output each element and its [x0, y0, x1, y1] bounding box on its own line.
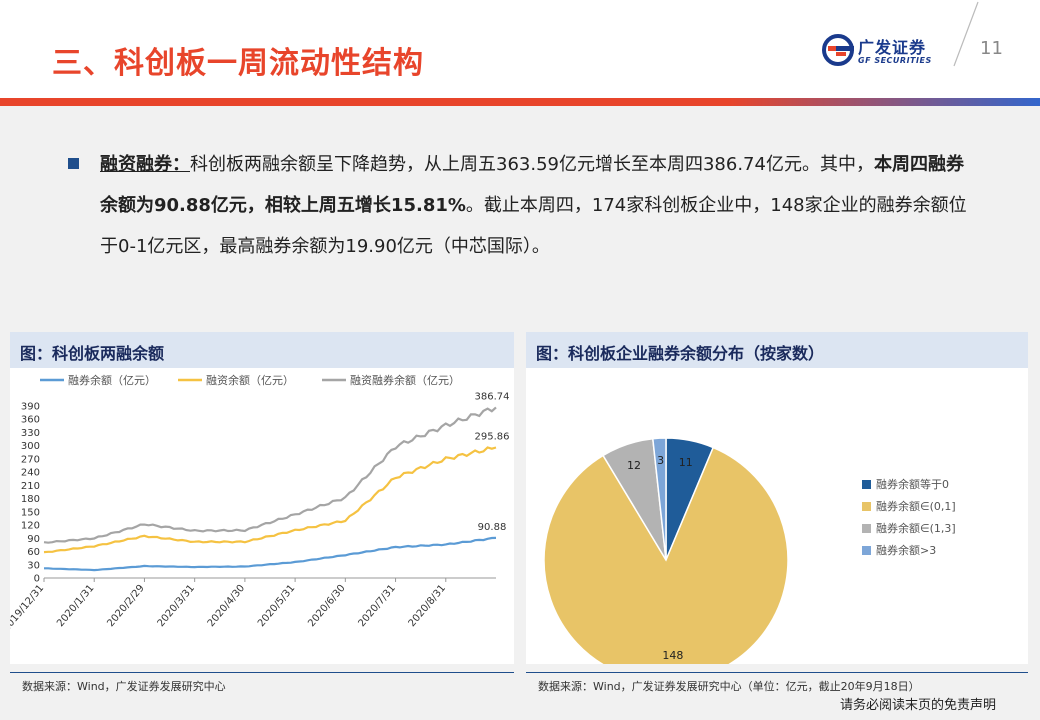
- series-line-1: [43, 446, 497, 554]
- left-panel-footer: 数据来源：Wind，广发证券发展研究中心: [10, 664, 514, 704]
- margin-balance-panel: 图：科创板两融余额 融券余额（亿元） 融资余额（亿元） 融资融券余额（亿元） 0 30…: [10, 332, 514, 704]
- footer-divider: [526, 672, 1028, 673]
- y-tick-label-7: 210: [21, 481, 40, 492]
- line-chart-end-labels: 386.74 295.86 90.88: [475, 391, 510, 532]
- logo-en-text: GF SECURITIES: [858, 56, 932, 65]
- summary-label: 融资融券：: [100, 154, 190, 175]
- gf-logo-icon: [822, 34, 854, 66]
- bullet-square-icon: [68, 158, 79, 169]
- series-line-0: [44, 536, 497, 572]
- page-number: 11: [980, 38, 1003, 59]
- page-separator: [953, 1, 979, 67]
- margin-chart-title: 图：科创板两融余额: [10, 332, 514, 368]
- x-tick-label-5: 2020/5/31: [256, 583, 297, 629]
- summary-paragraph: 融资融券：科创板两融余额呈下降趋势，从上周五363.59亿元增长至本周四386.…: [68, 144, 972, 267]
- summary-text-2: 。截止本周四，174家科创板企业中，148家企业的融券余额位于0-1亿元区，最高…: [100, 195, 967, 257]
- footer-divider: [10, 672, 514, 673]
- y-tick-label-10: 300: [21, 441, 40, 452]
- y-tick-label-13: 390: [21, 402, 40, 413]
- disclaimer-text: 请务必阅读末页的免责声明: [840, 698, 997, 713]
- pie-legend-swatch-2: [862, 524, 871, 533]
- y-tick-label-5: 150: [21, 507, 40, 518]
- x-tick-label-2: 2020/2/29: [105, 583, 146, 629]
- slide-header: 三、科创板一周流动性结构 广发证券 GF SECURITIES 11: [0, 0, 1040, 106]
- pie-value-label-3: 3: [657, 454, 664, 467]
- slide-title: 三、科创板一周流动性结构: [52, 46, 424, 81]
- right-source-text: 数据来源：Wind，广发证券发展研究中心（单位：亿元，截止20年9月18日）: [538, 680, 920, 693]
- pie-legend-label-3: 融券余额>3: [876, 543, 936, 557]
- summary-bold: 本周四融券余额为90.88亿元，相较上周五增长15.81%: [100, 154, 964, 216]
- pie-legend-label-2: 融券余额∈(1,3]: [876, 521, 956, 535]
- pie-value-label-1: 148: [662, 649, 683, 662]
- x-tick-label-4: 2020/4/30: [206, 583, 247, 629]
- pie-legend-label-1: 融券余额∈(0,1]: [876, 499, 956, 513]
- end-value-label-1: 295.86: [475, 432, 510, 443]
- left-source-text: 数据来源：Wind，广发证券发展研究中心: [22, 680, 226, 693]
- x-tick-label-0: 2019/12/31: [10, 583, 46, 634]
- short-distribution-panel: 图：科创板企业融券余额分布（按家数） 11 148 12 3 融券余额等于0 融券余额∈…: [526, 332, 1028, 704]
- pie-legend-swatch-0: [862, 480, 871, 489]
- x-tick-label-8: 2020/8/31: [407, 583, 448, 629]
- logo-cn-text: 广发证券: [858, 38, 927, 57]
- slide-content: 融资融券：科创板两融余额呈下降趋势，从上周五363.59亿元增长至本周四386.…: [0, 106, 1040, 720]
- pie-slice-3: [651, 437, 667, 561]
- y-tick-label-3: 90: [27, 534, 40, 545]
- end-value-label-0: 386.74: [475, 391, 510, 402]
- header-color-bar: [0, 98, 1040, 106]
- margin-balance-line-chart: 融券余额（亿元） 融资余额（亿元） 融资融券余额（亿元） 0 30 60 90 120 150…: [10, 373, 510, 634]
- x-tick-label-1: 2020/1/31: [55, 583, 96, 629]
- legend-label-1: 融资余额（亿元）: [206, 373, 294, 387]
- pie-legend-swatch-1: [862, 502, 871, 511]
- pie-value-label-2: 12: [627, 459, 641, 472]
- end-value-label-2: 90.88: [478, 522, 507, 533]
- pie-legend: 融券余额等于0 融券余额∈(0,1] 融券余额∈(1,3] 融券余额>3: [862, 477, 956, 557]
- series-line-2: [43, 406, 497, 544]
- y-tick-label-12: 360: [21, 415, 40, 426]
- pie-chart-title: 图：科创板企业融券余额分布（按家数）: [526, 332, 1028, 368]
- pie-legend-label-0: 融券余额等于0: [876, 477, 949, 491]
- y-tick-label-4: 120: [21, 521, 40, 532]
- company-logo: 广发证券 GF SECURITIES: [822, 32, 942, 72]
- line-chart-legend: 融券余额（亿元） 融资余额（亿元） 融资融券余额（亿元）: [40, 373, 460, 387]
- right-panel-footer: 数据来源：Wind，广发证券发展研究中心（单位：亿元，截止20年9月18日）: [526, 664, 1028, 704]
- legend-label-0: 融券余额（亿元）: [68, 373, 156, 387]
- y-tick-label-9: 270: [21, 454, 40, 465]
- y-tick-label-6: 180: [21, 494, 40, 505]
- summary-text: 融资融券：科创板两融余额呈下降趋势，从上周五363.59亿元增长至本周四386.…: [72, 144, 972, 267]
- legend-label-2: 融资融券余额（亿元）: [350, 373, 460, 387]
- pie-legend-swatch-3: [862, 546, 871, 555]
- x-tick-label-3: 2020/3/31: [156, 583, 197, 629]
- pie-value-labels: 11 148 12 3: [627, 454, 693, 662]
- y-tick-label-0: 0: [34, 574, 40, 585]
- pie-slice-1: [543, 446, 789, 664]
- line-chart-series: [43, 406, 497, 572]
- y-tick-label-8: 240: [21, 468, 40, 479]
- y-tick-label-11: 330: [21, 428, 40, 439]
- x-tick-label-7: 2020/7/31: [356, 583, 397, 629]
- pie-slices: [543, 437, 789, 664]
- x-tick-label-6: 2020/6/30: [306, 583, 347, 629]
- pie-value-label-0: 11: [679, 456, 693, 469]
- y-tick-label-2: 60: [27, 547, 40, 558]
- summary-text-1: 科创板两融余额呈下降趋势，从上周五363.59亿元增长至本周四386.74亿元。…: [190, 154, 874, 175]
- y-tick-label-1: 30: [27, 560, 40, 571]
